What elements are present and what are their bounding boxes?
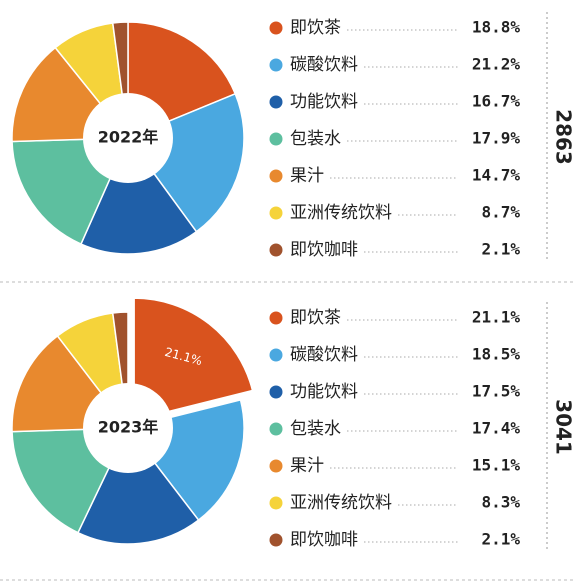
- legend-label: 果汁: [290, 166, 324, 186]
- slice: [76, 426, 200, 545]
- legend-swatch: [269, 206, 283, 220]
- legend-swatch: [269, 132, 283, 146]
- slice: [79, 136, 198, 255]
- legend-value: 18.8%: [472, 18, 521, 37]
- legend-swatch: [269, 348, 283, 362]
- legend-label: 即饮咖啡: [290, 530, 358, 550]
- legend-label: 碳酸饮料: [290, 345, 358, 365]
- legend-value: 17.4%: [472, 419, 521, 438]
- legend-swatch: [269, 496, 283, 510]
- legend-swatch: [269, 533, 283, 547]
- legend-swatch: [269, 422, 283, 436]
- legend-value: 21.2%: [472, 55, 521, 74]
- legend-label: 亚洲传统饮料: [290, 203, 392, 223]
- total: 2863: [552, 109, 576, 165]
- legend-value: 21.1%: [472, 308, 521, 327]
- legend-swatch: [269, 169, 283, 183]
- legend-swatch: [269, 311, 283, 325]
- total: 3041: [552, 399, 576, 455]
- legend-label: 果汁: [290, 456, 324, 476]
- legend-label: 即饮茶: [290, 308, 341, 328]
- legend-swatch: [269, 459, 283, 473]
- legend-swatch: [269, 95, 283, 109]
- legend-value: 17.9%: [472, 129, 521, 148]
- legend-value: 14.7%: [472, 166, 521, 185]
- legend-swatch: [269, 21, 283, 35]
- legend-label: 包装水: [290, 129, 341, 149]
- legend-label: 功能饮料: [290, 92, 358, 112]
- donut-hole: [83, 93, 173, 183]
- legend-value: 2.1%: [481, 530, 520, 549]
- legend-value: 8.7%: [481, 203, 520, 222]
- legend-value: 8.3%: [481, 493, 520, 512]
- center-label: 2022年: [98, 128, 159, 147]
- legend-value: 17.5%: [472, 382, 521, 401]
- legend-label: 包装水: [290, 419, 341, 439]
- legend-label: 即饮咖啡: [290, 240, 358, 260]
- legend-label: 即饮茶: [290, 18, 341, 38]
- legend-value: 16.7%: [472, 92, 521, 111]
- legend-label: 功能饮料: [290, 382, 358, 402]
- center-label: 2023年: [98, 418, 159, 437]
- legend-label: 碳酸饮料: [290, 55, 358, 75]
- legend-value: 15.1%: [472, 456, 521, 475]
- legend-label: 亚洲传统饮料: [290, 493, 392, 513]
- legend-value: 18.5%: [472, 345, 521, 364]
- legend-value: 2.1%: [481, 240, 520, 259]
- donut-hole: [83, 383, 173, 473]
- legend-swatch: [269, 385, 283, 399]
- legend-swatch: [269, 243, 283, 257]
- slice: [133, 297, 254, 422]
- legend-swatch: [269, 58, 283, 72]
